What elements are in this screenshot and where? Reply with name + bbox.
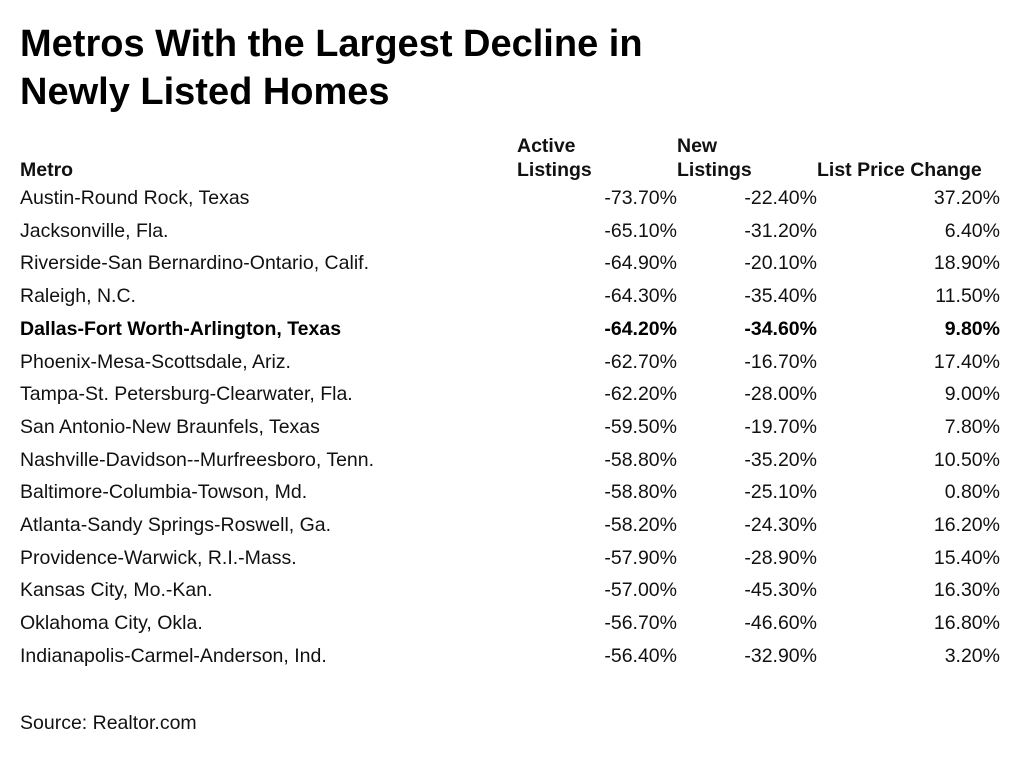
cell-metro: Nashville-Davidson--Murfreesboro, Tenn. [20, 448, 375, 471]
chart-title: Metros With the Largest Decline in Newly… [20, 20, 1000, 116]
cell-active-listings: -62.20% [604, 383, 677, 406]
cell-active-listings: -59.50% [604, 415, 677, 438]
column-header-active-line-2: Listings [517, 159, 592, 181]
cell-active-listings: -58.80% [604, 448, 677, 471]
column-header-new-line-1: New [677, 135, 718, 157]
cell-list-price-change: 7.80% [944, 415, 1000, 438]
cell-list-price-change: 15.40% [933, 546, 1000, 569]
cell-list-price-change: 16.30% [933, 579, 1000, 602]
cell-metro: Jacksonville, Fla. [20, 219, 169, 242]
cell-new-listings: -34.60% [744, 317, 817, 340]
cell-new-listings: -20.10% [744, 252, 817, 275]
cell-list-price-change: 11.50% [935, 285, 1000, 308]
table-header-row: Metro Active Listings New Listings List … [20, 130, 1000, 182]
cell-active-listings: -56.40% [604, 644, 677, 667]
cell-metro: Riverside-San Bernardino-Ontario, Calif. [20, 252, 369, 275]
table-row: Atlanta-Sandy Springs-Roswell, Ga. -58.20… [20, 509, 1000, 542]
table-row: Kansas City, Mo.-Kan. -57.00% -45.30% 16.30… [20, 574, 1000, 607]
table-row: Jacksonville, Fla. -65.10% -31.20% 6.40% [20, 215, 1000, 248]
chart-title-line-1: Metros With the Largest Decline in [20, 23, 643, 65]
cell-metro: Kansas City, Mo.-Kan. [20, 579, 213, 602]
cell-new-listings: -25.10% [744, 481, 817, 504]
cell-list-price-change: 16.20% [933, 514, 1000, 537]
cell-active-listings: -57.00% [604, 579, 677, 602]
table-row: Dallas-Fort Worth-Arlington, Texas -64.20… [20, 313, 1000, 346]
cell-list-price-change: 16.80% [933, 612, 1000, 635]
cell-active-listings: -58.20% [604, 514, 677, 537]
cell-list-price-change: 37.20% [933, 187, 1000, 209]
cell-metro: Dallas-Fort Worth-Arlington, Texas [20, 317, 342, 340]
table-row: Riverside-San Bernardino-Ontario, Calif.… [20, 247, 1000, 280]
cell-new-listings: -45.30% [744, 579, 817, 602]
table-row: Tampa-St. Petersburg-Clearwater, Fla. -62… [20, 378, 1000, 411]
cell-list-price-change: 9.00% [944, 383, 1000, 406]
column-header-metro-line-1: Metro [20, 159, 74, 181]
data-table: Metro Active Listings New Listings List … [20, 130, 1000, 673]
column-header-active-listings: Active Listings [517, 130, 677, 182]
column-header-list-price-change: List Price Change [817, 130, 1000, 182]
column-header-active-line-1: Active [517, 135, 576, 157]
table-row: Oklahoma City, Okla. -56.70% -46.60% 16.80% [20, 607, 1000, 640]
table-row: Providence-Warwick, R.I.-Mass. -57.90% -28… [20, 542, 1000, 575]
cell-metro: Oklahoma City, Okla. [20, 612, 203, 635]
cell-metro: Raleigh, N.C. [20, 285, 136, 308]
cell-metro: Atlanta-Sandy Springs-Roswell, Ga. [20, 514, 332, 537]
cell-metro: Phoenix-Mesa-Scottsdale, Ariz. [20, 350, 291, 373]
table-row: Raleigh, N.C. -64.30% -35.40% 11.50% [20, 280, 1000, 313]
cell-active-listings: -65.10% [604, 219, 677, 242]
cell-new-listings: -35.40% [744, 285, 817, 308]
column-header-new-line-2: Listings [677, 159, 752, 181]
cell-new-listings: -35.20% [744, 448, 817, 471]
cell-list-price-change: 9.80% [944, 317, 1000, 340]
cell-metro: Baltimore-Columbia-Towson, Md. [20, 481, 308, 504]
cell-active-listings: -73.70% [604, 187, 677, 209]
cell-new-listings: -16.70% [744, 350, 817, 373]
cell-new-listings: -28.90% [744, 546, 817, 569]
cell-list-price-change: 6.40% [944, 219, 1000, 242]
cell-new-listings: -19.70% [744, 415, 817, 438]
chart-title-line-2: Newly Listed Homes [20, 71, 390, 113]
cell-active-listings: -57.90% [604, 546, 677, 569]
table-row: Indianapolis-Carmel-Anderson, Ind. -56.40… [20, 640, 1000, 673]
table-row: Nashville-Davidson--Murfreesboro, Tenn. -… [20, 444, 1000, 477]
cell-active-listings: -56.70% [604, 612, 677, 635]
cell-new-listings: -22.40% [744, 187, 817, 209]
table-row: Phoenix-Mesa-Scottsdale, Ariz. -62.70% -16… [20, 346, 1000, 379]
table-row: Baltimore-Columbia-Towson, Md. -58.80% -25… [20, 476, 1000, 509]
cell-list-price-change: 18.90% [933, 252, 1000, 275]
cell-list-price-change: 17.40% [933, 350, 1000, 373]
column-header-new-listings: New Listings [677, 130, 817, 182]
cell-new-listings: -32.90% [744, 644, 817, 667]
column-header-price-line-1: List Price Change [817, 159, 982, 181]
cell-new-listings: -31.20% [744, 219, 817, 242]
table-body: Austin-Round Rock, Texas -73.70% -22.40% 37… [20, 182, 1000, 673]
cell-metro: Austin-Round Rock, Texas [20, 187, 250, 209]
cell-active-listings: -64.90% [604, 252, 677, 275]
cell-metro: Providence-Warwick, R.I.-Mass. [20, 546, 297, 569]
cell-list-price-change: 10.50% [933, 448, 1000, 471]
cell-new-listings: -24.30% [744, 514, 817, 537]
table-row: San Antonio-New Braunfels, Texas -59.50% -… [20, 411, 1000, 444]
cell-metro: Indianapolis-Carmel-Anderson, Ind. [20, 644, 327, 667]
cell-metro: San Antonio-New Braunfels, Texas [20, 415, 320, 438]
cell-active-listings: -62.70% [604, 350, 677, 373]
source-note: Source: Realtor.com [20, 712, 197, 734]
table-row: Austin-Round Rock, Texas -73.70% -22.40% 37… [20, 182, 1000, 215]
cell-new-listings: -46.60% [744, 612, 817, 635]
cell-list-price-change: 0.80% [944, 481, 1000, 504]
cell-active-listings: -64.20% [604, 317, 677, 340]
cell-active-listings: -64.30% [604, 285, 677, 308]
cell-active-listings: -58.80% [604, 481, 677, 504]
cell-metro: Tampa-St. Petersburg-Clearwater, Fla. [20, 383, 353, 406]
cell-list-price-change: 3.20% [944, 644, 1000, 667]
cell-new-listings: -28.00% [744, 383, 817, 406]
column-header-metro: Metro [20, 130, 517, 182]
